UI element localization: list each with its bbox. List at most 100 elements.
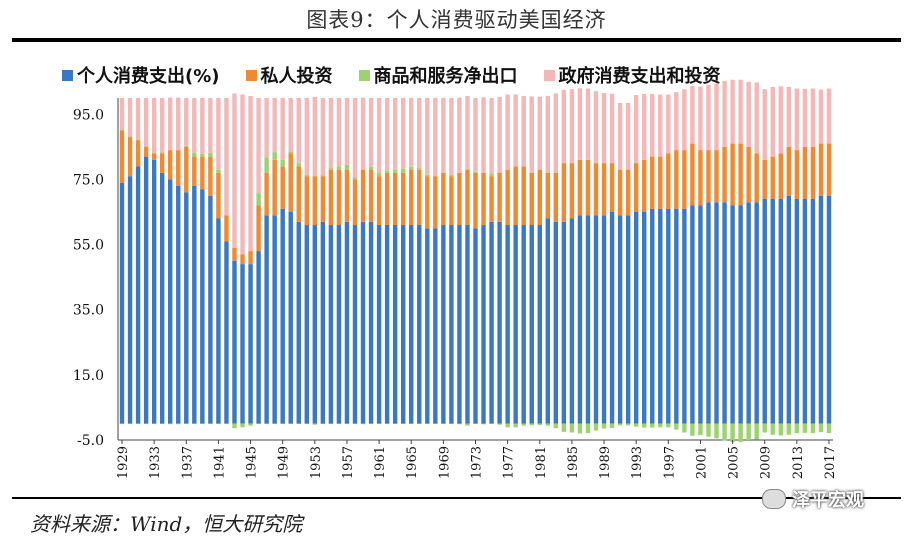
bar-consumption bbox=[433, 228, 438, 424]
bar-government bbox=[569, 89, 575, 164]
bar-consumption bbox=[400, 225, 406, 424]
bar-investment bbox=[730, 143, 735, 206]
bar-net-exports bbox=[143, 146, 149, 148]
bar-consumption bbox=[642, 212, 647, 424]
bar-consumption bbox=[240, 264, 245, 424]
bar-investment bbox=[135, 140, 141, 167]
bar-government bbox=[135, 98, 141, 141]
bar-investment bbox=[714, 150, 719, 203]
bar-government bbox=[344, 98, 350, 165]
bar-net-exports bbox=[296, 163, 301, 167]
bar-consumption bbox=[529, 225, 534, 424]
legend-label-net-exports: 商品和服务净出口 bbox=[373, 66, 518, 87]
bar-investment bbox=[569, 163, 575, 219]
bar-government bbox=[151, 98, 157, 154]
bar-consumption bbox=[658, 208, 663, 424]
chart-title: 图表9：个人消费驱动美国经济 bbox=[306, 8, 607, 32]
bar-government bbox=[658, 94, 663, 157]
bar-consumption bbox=[690, 205, 695, 424]
bar-consumption bbox=[601, 215, 607, 424]
bar-consumption bbox=[706, 202, 711, 424]
bar-net-exports bbox=[722, 423, 727, 441]
bar-net-exports bbox=[746, 423, 751, 440]
bar-government bbox=[521, 96, 526, 167]
bar-investment bbox=[706, 150, 711, 203]
bar-government bbox=[296, 98, 301, 164]
bar-consumption bbox=[449, 225, 454, 424]
x-tick-label: 1965 bbox=[405, 446, 420, 479]
bar-net-exports bbox=[376, 172, 382, 177]
bar-government bbox=[513, 94, 518, 167]
bar-government bbox=[376, 98, 382, 173]
bar-government bbox=[288, 98, 293, 152]
bar-government bbox=[754, 82, 759, 154]
bar-net-exports bbox=[481, 423, 486, 425]
bar-net-exports bbox=[192, 152, 197, 157]
bar-consumption bbox=[577, 215, 583, 424]
bar-investment bbox=[304, 176, 309, 226]
bar-investment bbox=[690, 143, 695, 206]
bar-investment bbox=[762, 159, 767, 199]
bar-consumption bbox=[762, 198, 767, 424]
legend-label-consumption: 个人消费支出(%) bbox=[77, 66, 220, 87]
bar-investment bbox=[553, 172, 559, 222]
bar-net-exports bbox=[151, 153, 157, 154]
bar-government bbox=[360, 97, 366, 170]
bar-net-exports bbox=[585, 423, 591, 434]
wechat-icon bbox=[762, 489, 786, 509]
bar-consumption bbox=[537, 225, 542, 424]
bar-investment bbox=[256, 205, 261, 252]
bar-government bbox=[770, 86, 775, 157]
bar-net-exports bbox=[537, 423, 542, 426]
bar-consumption bbox=[376, 225, 382, 424]
bar-government bbox=[192, 98, 197, 153]
bar-consumption bbox=[208, 195, 213, 424]
bar-net-exports bbox=[650, 423, 655, 428]
bar-consumption bbox=[714, 202, 719, 424]
legend-item-net-exports: 商品和服务净出口 bbox=[358, 62, 518, 88]
bar-government bbox=[497, 97, 502, 173]
bar-investment bbox=[818, 143, 824, 196]
bar-government bbox=[392, 98, 398, 170]
bar-net-exports bbox=[690, 423, 695, 436]
y-tick-label: 15.0 bbox=[73, 368, 104, 384]
bar-government bbox=[714, 83, 719, 151]
bar-net-exports bbox=[569, 423, 575, 433]
bar-net-exports bbox=[127, 136, 133, 138]
bar-net-exports bbox=[240, 423, 245, 428]
bar-investment bbox=[232, 247, 237, 261]
bar-investment bbox=[320, 176, 326, 222]
title-rule bbox=[12, 38, 901, 42]
bar-consumption bbox=[441, 225, 446, 424]
bar-consumption bbox=[625, 215, 631, 424]
bar-government bbox=[481, 97, 486, 173]
bar-investment bbox=[151, 153, 157, 160]
bar-net-exports bbox=[633, 423, 639, 427]
bar-net-exports bbox=[392, 169, 398, 173]
bar-investment bbox=[119, 130, 125, 183]
bar-investment bbox=[143, 146, 149, 157]
bar-net-exports bbox=[135, 140, 141, 141]
bar-consumption bbox=[224, 241, 229, 424]
bar-investment bbox=[585, 159, 591, 216]
bar-net-exports bbox=[577, 423, 583, 434]
bar-government bbox=[617, 102, 623, 170]
bar-consumption bbox=[633, 212, 639, 424]
bar-consumption bbox=[344, 221, 350, 424]
bar-government bbox=[304, 98, 309, 175]
bar-consumption bbox=[417, 225, 422, 424]
bar-government bbox=[119, 98, 125, 130]
bar-investment bbox=[505, 169, 510, 226]
bar-net-exports bbox=[312, 423, 318, 425]
bar-consumption bbox=[609, 212, 615, 424]
legend-label-investment: 私人投资 bbox=[260, 66, 333, 87]
bar-investment bbox=[312, 176, 318, 226]
bar-net-exports bbox=[497, 423, 502, 425]
bar-investment bbox=[344, 169, 350, 222]
bar-government bbox=[698, 86, 703, 151]
bar-government bbox=[722, 81, 727, 147]
bar-investment bbox=[810, 146, 816, 199]
bar-consumption bbox=[159, 172, 165, 424]
bar-net-exports bbox=[545, 423, 551, 426]
bar-net-exports bbox=[513, 423, 518, 428]
